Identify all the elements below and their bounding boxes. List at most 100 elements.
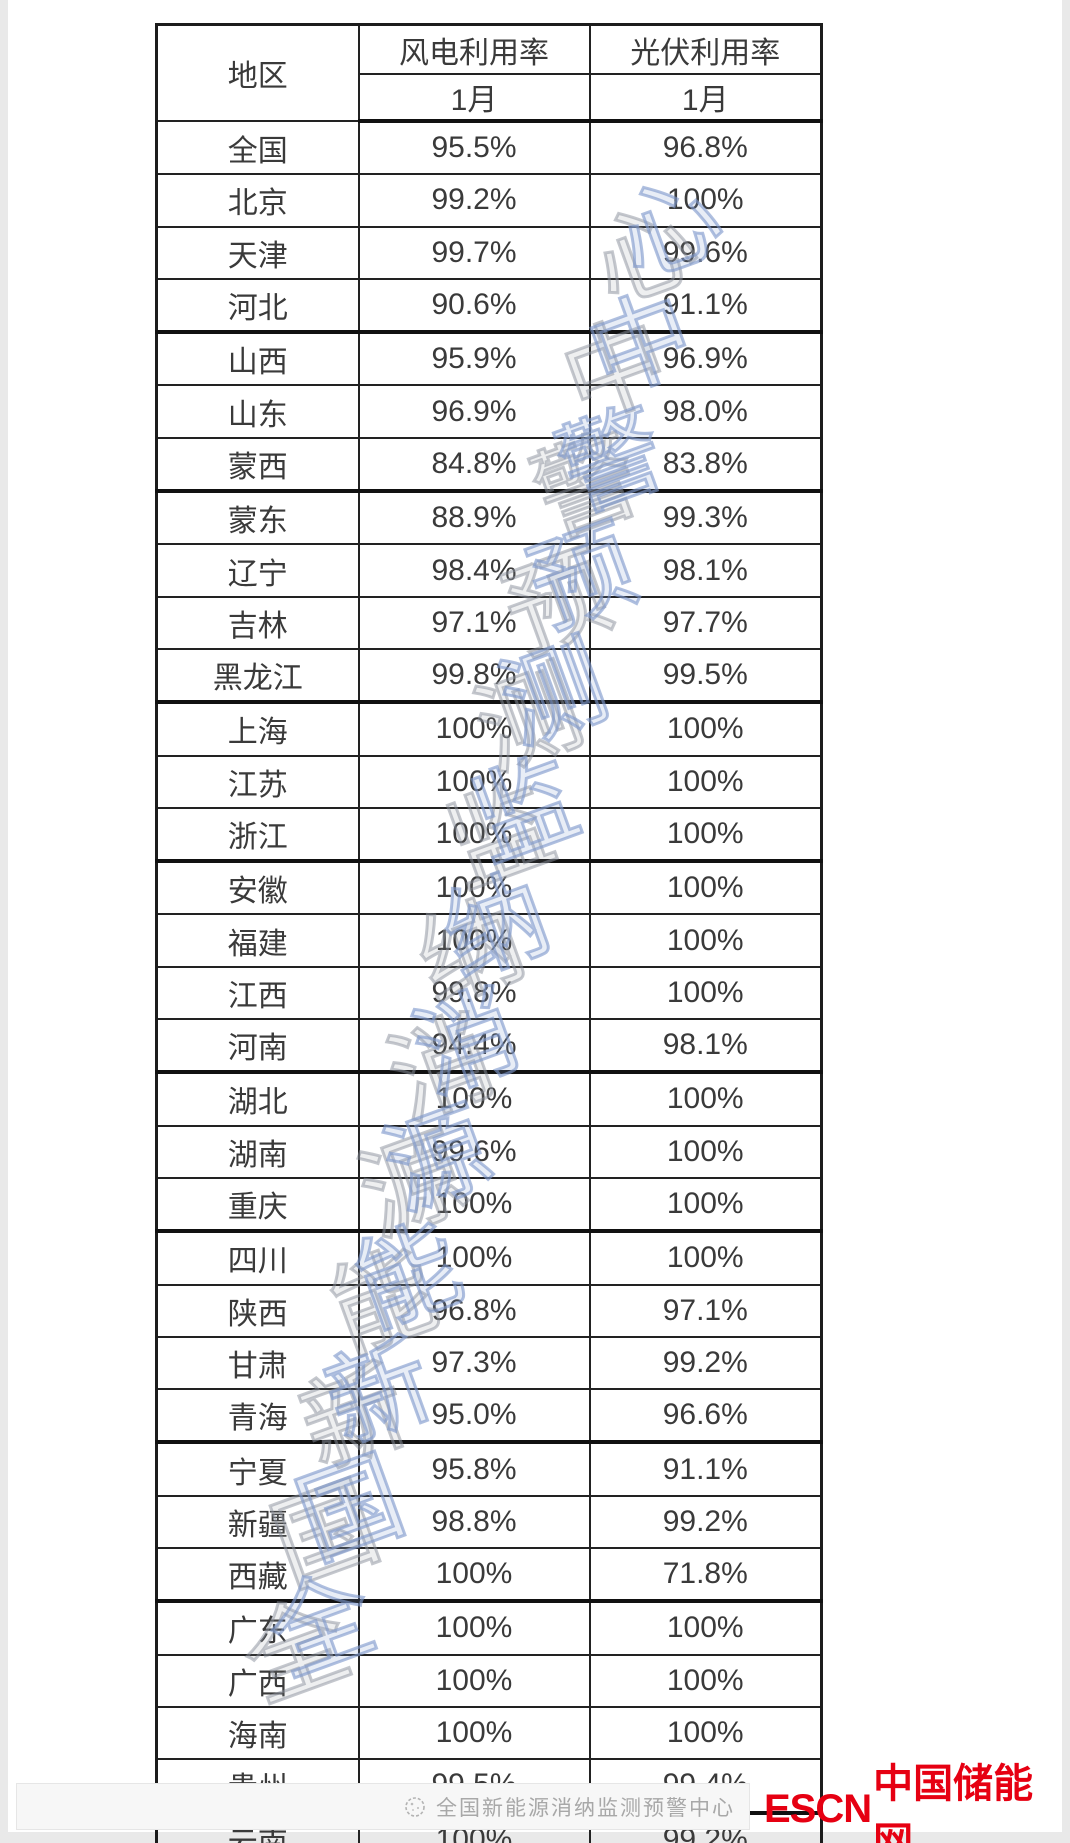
wind-value-cell: 100%	[357, 1653, 591, 1708]
table-row: 吉林 97.1% 97.7%	[155, 595, 823, 650]
wind-value-cell: 100%	[357, 806, 591, 864]
table-row: 山西 95.9% 96.9%	[155, 331, 823, 387]
wind-value-cell: 95.5%	[357, 119, 591, 176]
escn-logo-cn: 中国储能网	[873, 1762, 1034, 1843]
wind-value-cell: 97.3%	[357, 1335, 591, 1391]
region-cell: 新疆	[155, 1494, 360, 1550]
wind-value-cell: 100%	[357, 1071, 591, 1127]
table-row: 湖北 100% 100%	[155, 1071, 823, 1127]
pv-value-cell: 100%	[588, 754, 823, 809]
table-row: 湖南 99.6% 100%	[155, 1124, 823, 1179]
wind-value-cell: 99.8%	[357, 647, 591, 705]
pv-value-cell: 100%	[588, 1176, 823, 1234]
wind-value-cell: 99.2%	[357, 173, 591, 228]
region-cell: 广东	[155, 1600, 360, 1656]
table-row: 甘肃 97.3% 99.2%	[155, 1335, 823, 1391]
wind-value-cell: 100%	[357, 1230, 591, 1286]
table-row: 福建 100% 100%	[155, 913, 823, 968]
region-cell: 山东	[155, 384, 360, 439]
table-row: 江苏 100% 100%	[155, 754, 823, 809]
region-cell: 全国	[155, 119, 360, 176]
header-wind: 风电利用率	[357, 23, 591, 75]
table-row: 山东 96.9% 98.0%	[155, 384, 823, 439]
region-cell: 广西	[155, 1653, 360, 1708]
table-row: 广东 100% 100%	[155, 1600, 823, 1656]
region-cell: 四川	[155, 1230, 360, 1286]
header-region: 地区	[155, 23, 360, 122]
pv-value-cell: 99.3%	[588, 490, 823, 546]
region-cell: 蒙东	[155, 490, 360, 546]
table-row: 宁夏 95.8% 91.1%	[155, 1441, 823, 1497]
table-row: 蒙东 88.9% 99.3%	[155, 490, 823, 546]
pv-value-cell: 96.8%	[588, 119, 823, 176]
pv-value-cell: 100%	[588, 701, 823, 757]
region-cell: 甘肃	[155, 1335, 360, 1391]
footer-source-bar: 全国新能源消纳监测预警中心	[16, 1783, 750, 1830]
pv-value-cell: 96.9%	[588, 331, 823, 387]
region-cell: 上海	[155, 701, 360, 757]
header-pv-month: 1月	[588, 73, 823, 123]
wind-value-cell: 100%	[357, 754, 591, 809]
pv-value-cell: 100%	[588, 1705, 823, 1761]
pv-value-cell: 100%	[588, 1600, 823, 1656]
table-row: 新疆 98.8% 99.2%	[155, 1494, 823, 1550]
article-content-area: 地区 风电利用率 光伏利用率 1月 1月 全国 95.5% 96.8% 北京 99.2%…	[8, 0, 1062, 1843]
region-cell: 河南	[155, 1018, 360, 1075]
pv-value-cell: 98.0%	[588, 384, 823, 439]
pv-value-cell: 100%	[588, 913, 823, 968]
wind-value-cell: 84.8%	[357, 436, 591, 494]
region-cell: 湖南	[155, 1124, 360, 1179]
wind-value-cell: 96.8%	[357, 1283, 591, 1338]
table-row: 上海 100% 100%	[155, 701, 823, 757]
region-cell: 山西	[155, 331, 360, 387]
wind-value-cell: 95.8%	[357, 1441, 591, 1497]
region-cell: 浙江	[155, 806, 360, 864]
pv-value-cell: 100%	[588, 1071, 823, 1127]
table-row: 蒙西 84.8% 83.8%	[155, 436, 823, 494]
table-row: 广西 100% 100%	[155, 1653, 823, 1708]
header-pv: 光伏利用率	[588, 23, 823, 75]
pv-value-cell: 98.1%	[588, 543, 823, 598]
table-row: 青海 95.0% 96.6%	[155, 1388, 823, 1445]
pv-value-cell: 71.8%	[588, 1547, 823, 1604]
table-row: 北京 99.2% 100%	[155, 173, 823, 228]
table-row: 河北 90.6% 91.1%	[155, 277, 823, 335]
wind-value-cell: 95.9%	[357, 331, 591, 387]
wind-value-cell: 90.6%	[357, 277, 591, 335]
wind-value-cell: 100%	[357, 1705, 591, 1761]
header-row-1: 地区 风电利用率 光伏利用率	[155, 23, 823, 122]
table-row: 河南 94.4% 98.1%	[155, 1018, 823, 1075]
wind-value-cell: 95.0%	[357, 1388, 591, 1445]
region-cell: 安徽	[155, 860, 360, 916]
region-cell: 湖北	[155, 1071, 360, 1127]
wind-value-cell: 100%	[357, 701, 591, 757]
table-row: 浙江 100% 100%	[155, 806, 823, 864]
wind-value-cell: 97.1%	[357, 595, 591, 650]
region-cell: 吉林	[155, 595, 360, 650]
pv-value-cell: 100%	[588, 860, 823, 916]
wind-value-cell: 99.6%	[357, 1124, 591, 1179]
region-cell: 天津	[155, 225, 360, 280]
region-cell: 西藏	[155, 1547, 360, 1604]
region-cell: 黑龙江	[155, 647, 360, 705]
pv-value-cell: 100%	[588, 1230, 823, 1286]
pv-value-cell: 100%	[588, 1124, 823, 1179]
wind-value-cell: 100%	[357, 1600, 591, 1656]
footer-source-text: 全国新能源消纳监测预警中心	[436, 1796, 735, 1820]
region-cell: 北京	[155, 173, 360, 228]
pv-value-cell: 100%	[588, 965, 823, 1021]
pv-value-cell: 99.2%	[588, 1494, 823, 1550]
wind-value-cell: 99.8%	[357, 965, 591, 1021]
table-row: 黑龙江 99.8% 99.5%	[155, 647, 823, 705]
region-cell: 江苏	[155, 754, 360, 809]
pv-value-cell: 91.1%	[588, 277, 823, 335]
pv-value-cell: 98.1%	[588, 1018, 823, 1075]
wind-value-cell: 100%	[357, 1547, 591, 1604]
pv-value-cell: 96.6%	[588, 1388, 823, 1445]
wind-value-cell: 96.9%	[357, 384, 591, 439]
wind-value-cell: 100%	[357, 913, 591, 968]
pv-value-cell: 99.2%	[588, 1335, 823, 1391]
region-cell: 河北	[155, 277, 360, 335]
wind-value-cell: 99.7%	[357, 225, 591, 280]
region-cell: 辽宁	[155, 543, 360, 598]
